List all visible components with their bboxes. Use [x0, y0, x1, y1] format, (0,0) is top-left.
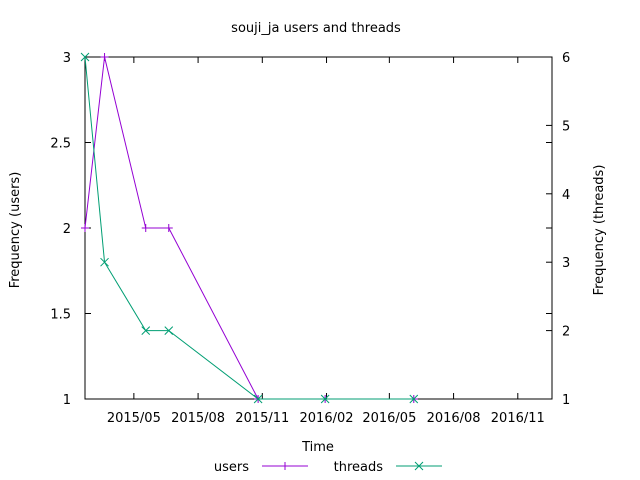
chart-title: souji_ja users and threads: [231, 21, 401, 36]
right-axis: 1 2 3 4 5 6: [546, 51, 570, 408]
threads-line: [84, 56, 414, 400]
x-tick-label: 2015/05: [107, 411, 161, 426]
series-layer: [80, 52, 419, 404]
right-tick-label: 4: [562, 188, 570, 203]
left-axis: 1 1.5 2 2.5 3: [50, 51, 552, 408]
x-tick-label: 2016/02: [300, 411, 354, 426]
users-point: [81, 224, 89, 232]
left-tick-label: 2.5: [50, 137, 71, 152]
legend: users threads: [214, 460, 442, 475]
threads-point: [100, 257, 109, 267]
threads-point: [320, 394, 330, 404]
y-axis-label-right: Frequency (threads): [592, 165, 607, 296]
threads-point: [80, 52, 90, 62]
x-axis-label: Time: [301, 440, 334, 455]
threads-point: [164, 326, 174, 335]
users-point: [141, 224, 150, 232]
users-line: [84, 56, 414, 400]
right-tick-label: 1: [562, 393, 570, 408]
threads-point: [409, 394, 419, 404]
x-tick-label: 2016/05: [362, 411, 416, 426]
x-axis: 2015/05 2015/08 2015/11 2016/02 2016/05 2016/…: [107, 57, 545, 426]
x-tick-label: 2016/11: [491, 411, 545, 426]
legend-label-users: users: [214, 460, 249, 475]
right-tick-label: 2: [562, 325, 570, 340]
y-axis-label-left: Frequency (users): [8, 172, 23, 289]
right-tick-label: 5: [562, 119, 570, 134]
left-tick-label: 1.5: [50, 308, 71, 323]
threads-point: [253, 394, 263, 404]
users-point: [100, 53, 109, 61]
x-tick-label: 2016/08: [427, 411, 481, 426]
left-tick-label: 2: [63, 222, 71, 237]
legend-marker-users: [281, 462, 289, 470]
left-tick-label: 1: [63, 393, 71, 408]
x-tick-label: 2015/11: [235, 411, 289, 426]
legend-label-threads: threads: [334, 460, 384, 475]
legend-marker-threads: [414, 461, 424, 471]
threads-point: [141, 326, 151, 335]
users-point: [164, 224, 173, 232]
x-tick-label: 2015/08: [171, 411, 225, 426]
left-tick-label: 3: [63, 51, 71, 66]
right-tick-label: 3: [562, 256, 570, 271]
right-tick-label: 6: [562, 51, 570, 66]
